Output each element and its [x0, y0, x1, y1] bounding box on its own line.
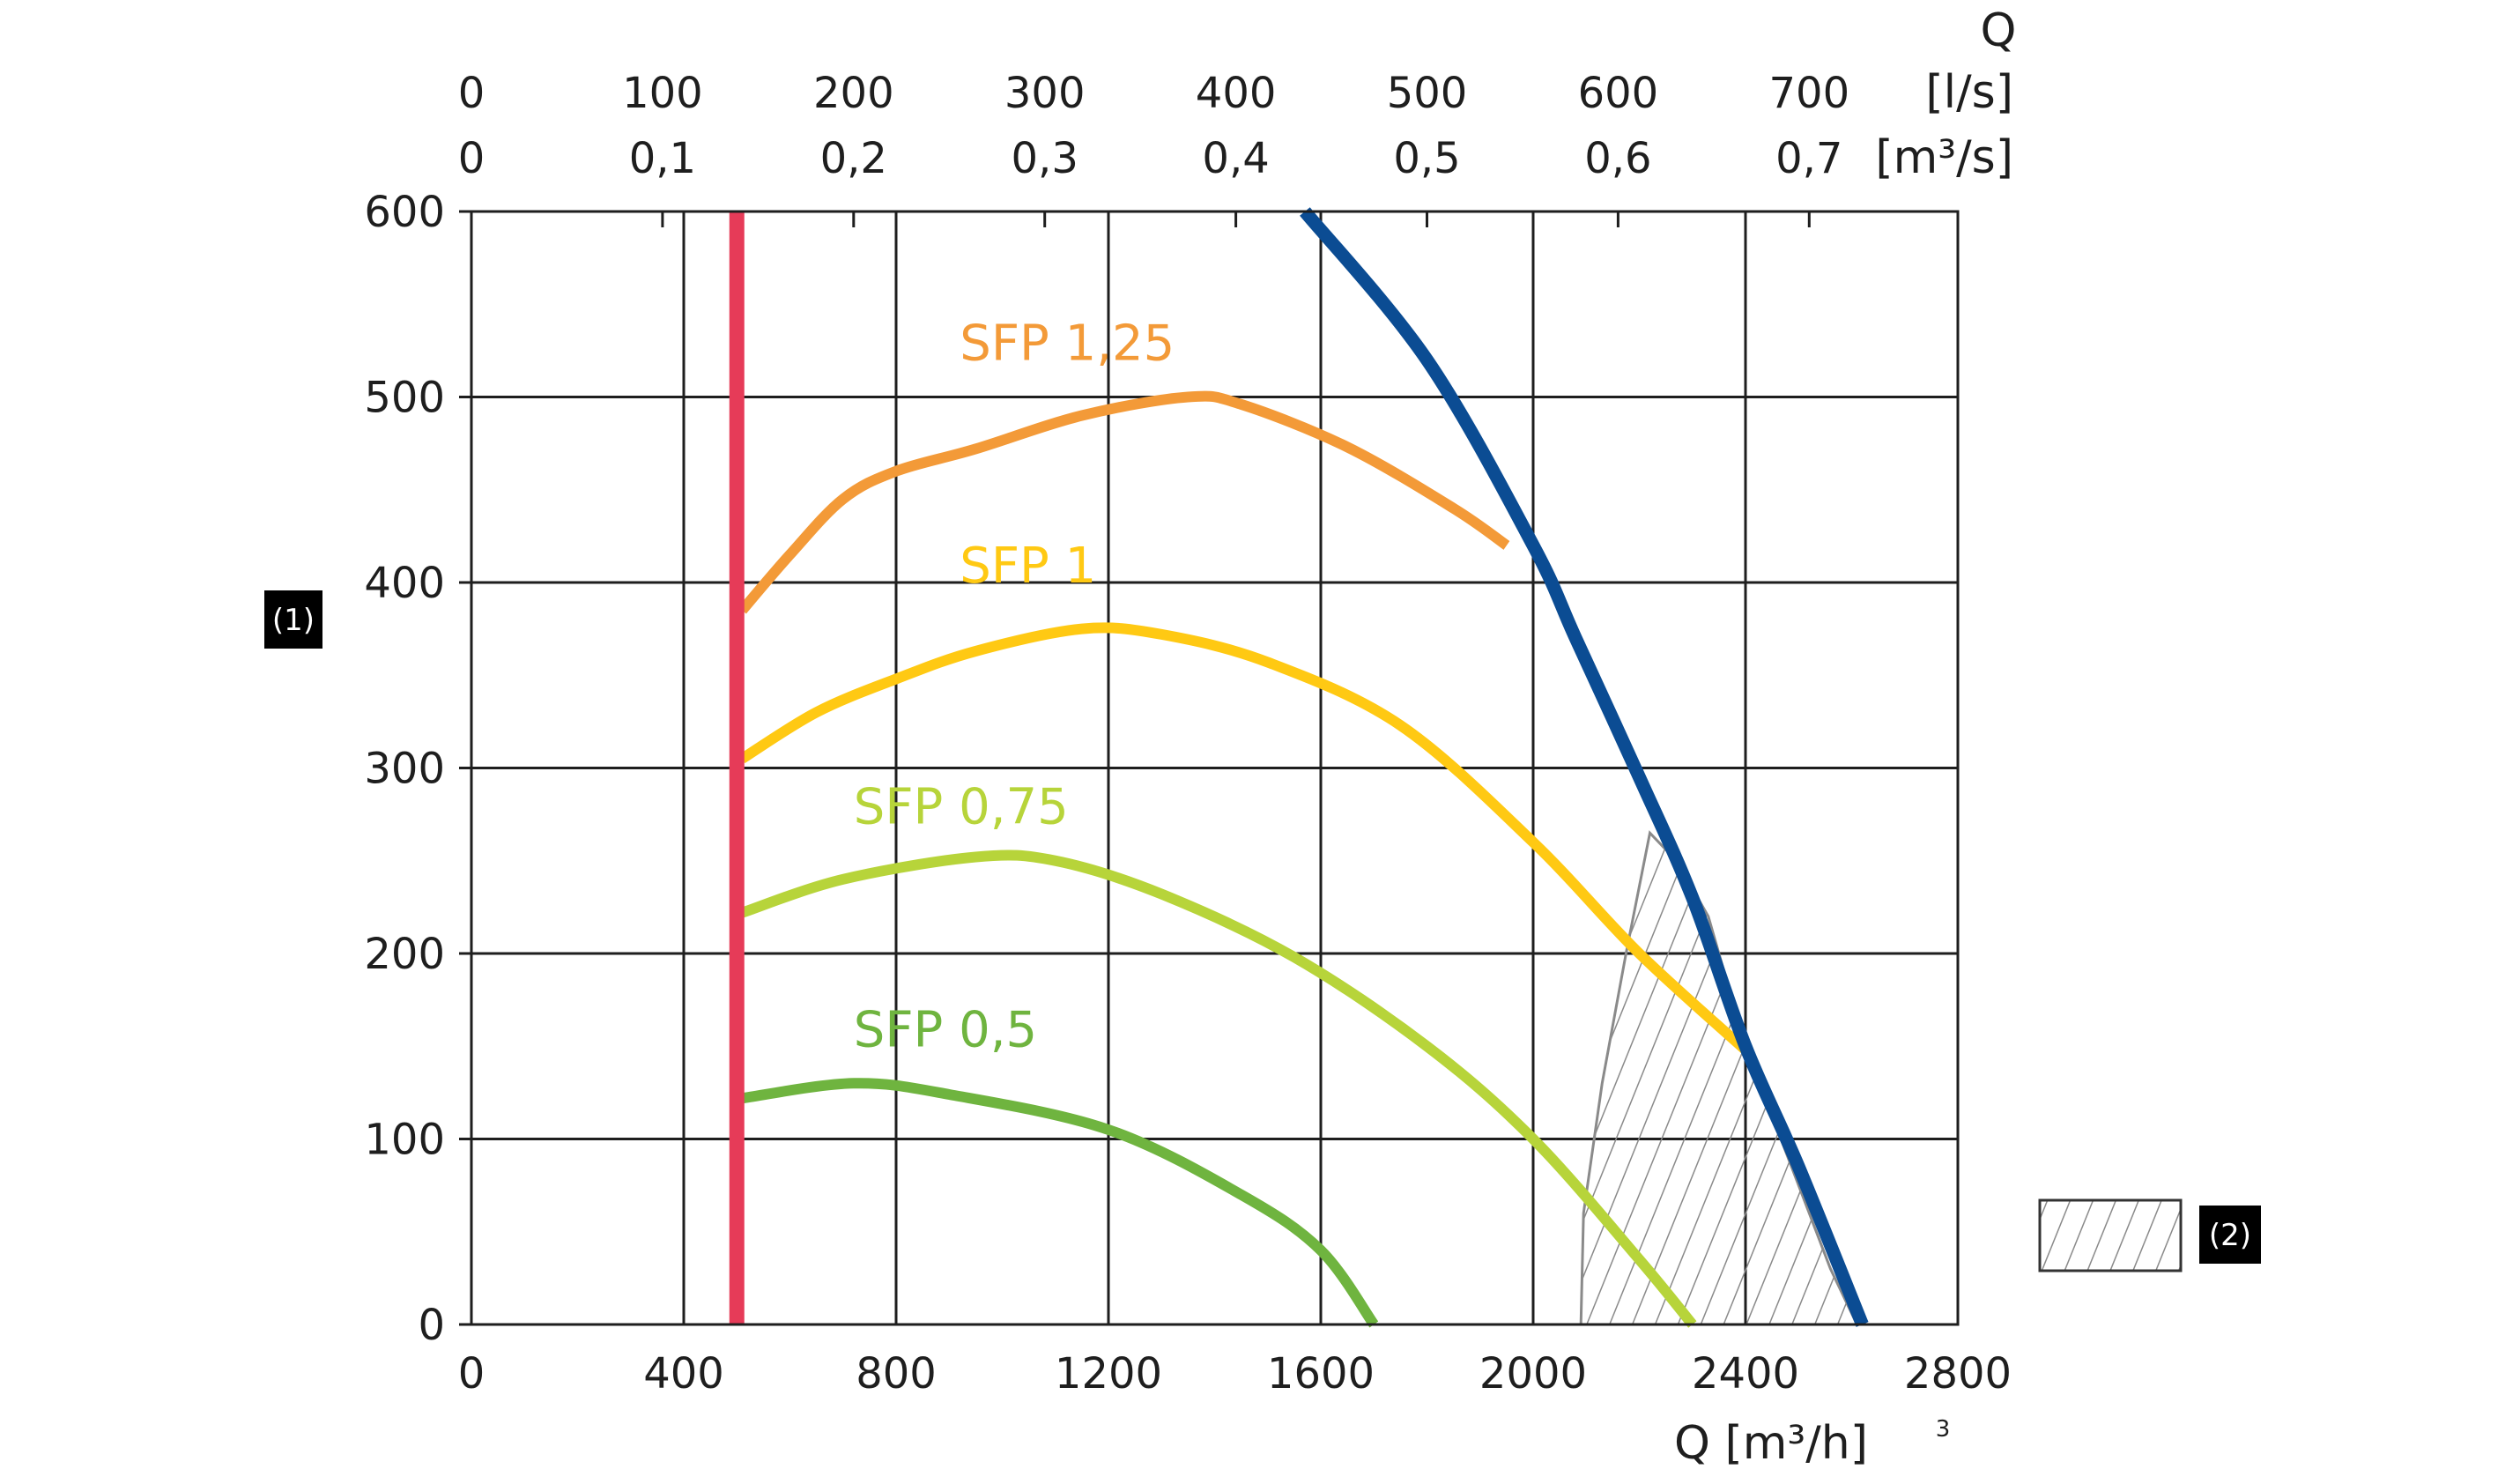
series-line-sfp-0-75 — [740, 849, 1697, 1328]
series-line-sfp-0-5 — [741, 1078, 1379, 1328]
curve-label: SFP 1,25 — [960, 315, 1175, 372]
top-axis-m3s-label: 0 — [458, 134, 485, 183]
y-tick-label: 400 — [364, 559, 445, 608]
x-tick-label: 2800 — [1904, 1349, 2012, 1399]
y-axis-label-badge: (1) — [264, 590, 322, 649]
x-tick-label: 1600 — [1267, 1349, 1375, 1399]
y-tick-label: 300 — [364, 745, 445, 794]
top-axis-m3s-label: 0,2 — [820, 134, 887, 183]
top-axis-m3s-label: 0,5 — [1393, 134, 1460, 183]
series-line-max-limit — [1300, 207, 1869, 1327]
legend: (2) — [2038, 1198, 2261, 1272]
x-tick-label: 1200 — [1055, 1349, 1162, 1399]
top-axis-ls-label: 400 — [1196, 69, 1277, 118]
plot-border — [470, 210, 1960, 1326]
top-axis-title: Q — [1981, 4, 2017, 57]
top-axis-unit-m3s: [m³/s] — [1875, 131, 2013, 184]
hatched-region-layer — [1579, 830, 1859, 1326]
top-axis-ls-label: 100 — [622, 69, 703, 118]
x-tick-label: 2400 — [1692, 1349, 1799, 1399]
curve-label: SFP 1 — [960, 538, 1096, 595]
series-line-sfp-1-25 — [737, 390, 1510, 614]
top-axis-ls-label: 500 — [1387, 69, 1468, 118]
top-axis-m3s-label: 0,1 — [629, 134, 696, 183]
top-axis-m3s-label: 0,6 — [1584, 134, 1651, 183]
curve-label: SFP 0,5 — [854, 1001, 1037, 1058]
top-axis-m3s-label: 0,7 — [1775, 134, 1842, 183]
y-axis-badge-box — [264, 590, 322, 649]
x-tick-label: 800 — [856, 1349, 937, 1399]
top-axis-ls-label: 700 — [1768, 69, 1849, 118]
y-tick-label: 500 — [364, 374, 445, 423]
hatched-region — [1579, 830, 1859, 1326]
curve-label: SFP 0,75 — [854, 779, 1069, 836]
tick-labels: 0 400 800 1200 1600 2000 2400 28000100200300400… — [364, 69, 2012, 1399]
x-axis-title: Q [m³/h] — [1674, 1417, 1868, 1469]
x-tick-label: 400 — [643, 1349, 724, 1399]
y-tick-label: 200 — [364, 930, 445, 979]
y-tick-label: 0 — [418, 1301, 445, 1350]
curve-labels: SFP 1,25 SFP 1 SFP 0,75 SFP 0,5 — [854, 315, 1175, 1058]
series-layer — [729, 207, 1869, 1328]
series-line-sfp-1 — [739, 622, 1750, 1054]
top-axis-ls-label: 600 — [1578, 69, 1659, 118]
y-tick-label: 100 — [364, 1116, 445, 1165]
top-axis-m3s-label: 0,4 — [1202, 134, 1269, 183]
top-axis-unit-ls: [l/s] — [1925, 66, 2013, 119]
legend-badge-box — [2199, 1206, 2261, 1264]
top-axis-ls-label: 0 — [458, 69, 485, 118]
x-tick-label: 0 — [458, 1349, 485, 1399]
top-axis-m3s-label: 0,3 — [1012, 134, 1078, 183]
stray-superscript-label: 3 — [1936, 1416, 1951, 1443]
legend-label: (2) — [2209, 1218, 2251, 1253]
y-axis-badge-text: (1) — [272, 603, 315, 638]
top-axis-ls-label: 200 — [813, 69, 894, 118]
top-axis-ls-label: 300 — [1004, 69, 1086, 118]
x-tick-label: 2000 — [1479, 1349, 1587, 1399]
plot-frame — [470, 210, 1960, 1326]
legend-hatch-swatch — [2038, 1198, 2183, 1272]
y-tick-label: 600 — [364, 188, 445, 237]
